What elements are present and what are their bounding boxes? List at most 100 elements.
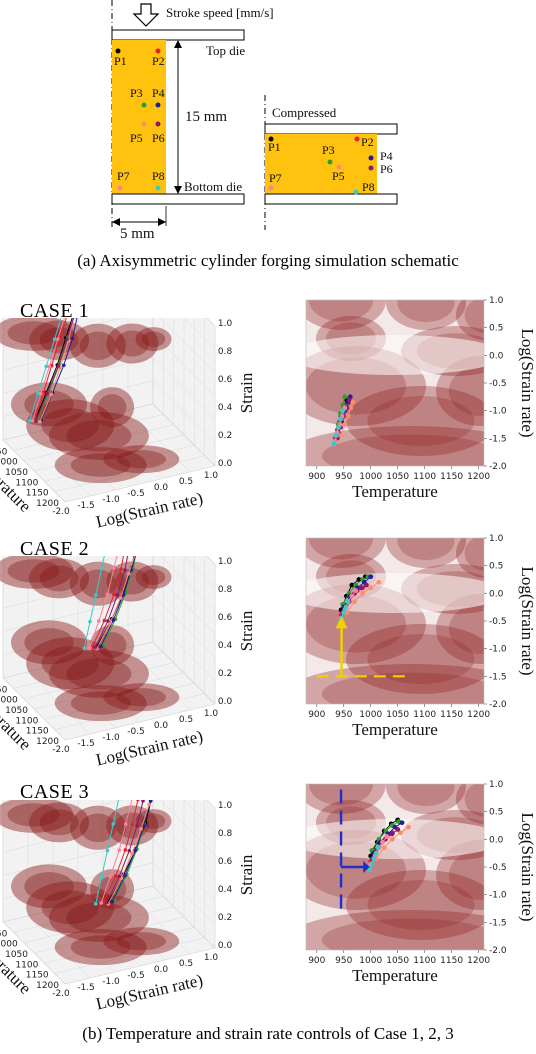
y-tick-label: 1.0 [489, 534, 504, 544]
trajectory-point-P7 [105, 592, 110, 597]
trajectory-point-P6 [127, 848, 132, 853]
data-point-P5 [389, 836, 395, 842]
width-label: 5 mm [120, 226, 155, 242]
strain-tick: 0.6 [218, 857, 233, 867]
data-point-P7 [380, 839, 385, 845]
caption-b: (b) Temperature and strain rate controls… [82, 1024, 454, 1043]
svg-text:P4: P4 [380, 149, 393, 163]
strain-tick: 0.8 [218, 347, 233, 357]
data-point-P5 [342, 422, 348, 427]
y-tick-label: -1.5 [489, 434, 507, 444]
data-point-P8 [333, 433, 339, 438]
trajectory-point-P6 [141, 800, 145, 803]
y-tick-label: -2.0 [489, 946, 507, 956]
strain-tick: 1.0 [218, 319, 233, 329]
temperature-tick: 1200 [36, 981, 59, 991]
data-point-P8 [373, 850, 379, 856]
trajectory-point-P2 [123, 848, 128, 852]
trajectory-point-P5 [139, 827, 143, 831]
trajectory-point-P2 [102, 618, 107, 623]
trajectory-point-P6 [123, 568, 127, 572]
strain-rate-tick: 0.0 [154, 965, 169, 975]
trajectory-point-P7 [96, 619, 101, 623]
x-tick-label: 1100 [413, 956, 436, 966]
height-label: 15 mm [185, 109, 227, 125]
case-1-2d-plot: 900 950 1000 1050 1100 1150 1200 1.0 0.5 0.0 -0.5 -… [305, 296, 536, 501]
strain-tick: 0.4 [218, 403, 233, 413]
instability-volumes [0, 318, 180, 484]
y-tick-label: -1.0 [489, 645, 507, 655]
data-point-P8 [340, 408, 346, 414]
trajectory-point-P5 [147, 802, 151, 807]
temperature-tick: 1150 [26, 727, 49, 737]
trajectory-point-P7 [108, 874, 113, 879]
y-tick-label: -1.0 [489, 407, 507, 417]
data-point-P8 [335, 424, 341, 430]
x-tick-label: 1200 [467, 956, 490, 966]
data-point-P8 [371, 856, 377, 862]
strain-tick: 0.4 [218, 885, 233, 895]
stroke-arrow-icon [132, 3, 160, 27]
strain-rate-tick: -2.0 [52, 507, 70, 517]
data-point-P6 [346, 397, 352, 402]
arrow-right-icon [363, 861, 370, 873]
data-point-P8 [341, 610, 347, 616]
strain-tick: 0.6 [218, 613, 233, 623]
svg-text:P7: P7 [117, 169, 130, 183]
trajectory-point-P4 [61, 363, 66, 368]
trajectory-point-P2 [119, 567, 123, 571]
data-point-P8 [367, 867, 373, 873]
box-grid [2, 800, 216, 985]
x-tick-label: 1000 [359, 710, 382, 720]
temperature-tick: 1100 [15, 960, 38, 970]
trajectory-point-P8 [94, 593, 98, 597]
temperature-tick: 1050 [5, 950, 28, 960]
trajectory-point-P6 [115, 593, 120, 597]
strain-rate-tick: 0.5 [179, 715, 193, 725]
trajectory-point-P2 [113, 874, 118, 878]
strain-rate-tick: -1.0 [102, 495, 120, 505]
y-tick-label: 0.0 [489, 351, 504, 361]
data-point-P6 [358, 585, 364, 591]
case-1-title: CASE 1 [20, 300, 90, 322]
data-point-P7 [349, 593, 355, 599]
forging-schematic: Stroke speed [mm/s] Top die Bottom die 1… [111, 0, 398, 242]
data-point-P7 [384, 834, 390, 839]
case-3-2d-plot: 900 950 1000 1050 1100 1150 1200 1.0 0.5 0.0 -0.5 -… [305, 780, 536, 985]
temperature-tick: 1050 [5, 468, 28, 478]
data-point-P5 [345, 413, 351, 419]
trajectory-point-P6 [65, 337, 69, 342]
data-point-P5 [376, 579, 382, 585]
strain-rate-tick: -1.5 [77, 501, 95, 511]
trajectory-point-P2 [136, 800, 140, 802]
trajectory-point-P5 [130, 851, 134, 856]
x-tick-label: 1150 [440, 472, 463, 482]
svg-text:P2: P2 [361, 135, 374, 149]
trajectory-point-P6 [117, 874, 122, 879]
temperature-tick: 1050 [5, 706, 28, 716]
svg-text:P5: P5 [332, 169, 345, 183]
strain-rate-tick: 1.0 [204, 953, 219, 963]
data-point-P6 [389, 831, 395, 837]
strain-tick: 0.2 [218, 913, 232, 923]
y-tick-label: -1.5 [489, 918, 507, 928]
trajectory-point-P6 [93, 645, 98, 649]
x-tick-label: 1100 [413, 710, 436, 720]
y-tick-label: -1.5 [489, 672, 507, 682]
temperature-tick: 1200 [36, 737, 59, 747]
trajectory-point-P7 [123, 822, 128, 826]
trajectory-point-P4 [123, 873, 127, 878]
data-point-P5 [338, 433, 344, 438]
temperature-tick: 1000 [0, 458, 18, 468]
initial-points: P1 P2 P3 P4 P5 P6 P7 P8 [114, 48, 165, 191]
trajectory-point-P7 [47, 364, 52, 369]
svg-text:P5: P5 [130, 131, 143, 145]
data-point-P1 [349, 582, 355, 588]
trajectory-point-P4 [148, 800, 153, 803]
strain-tick: 1.0 [218, 801, 233, 811]
x-tick-label: 1200 [467, 710, 490, 720]
strain-rate-tick: -0.5 [127, 489, 145, 499]
strain-tick: 0.2 [218, 431, 232, 441]
trajectory-point-P6 [135, 824, 139, 828]
data-point-P5 [368, 585, 374, 591]
